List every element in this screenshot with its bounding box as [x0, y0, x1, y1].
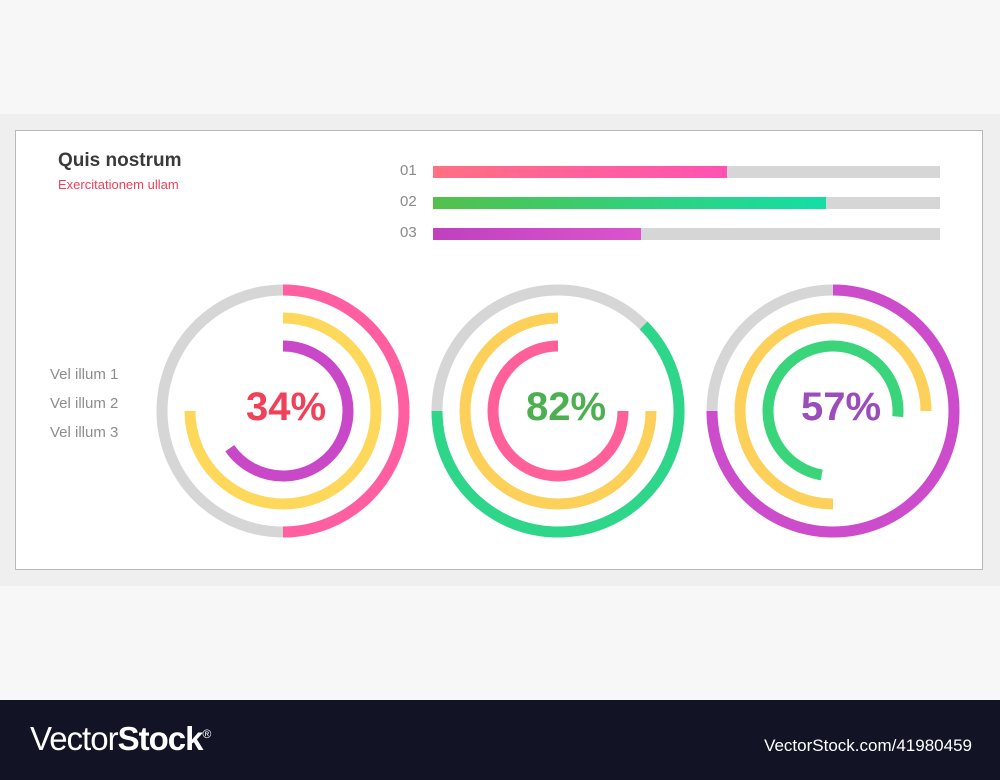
bar-fill: [433, 228, 641, 240]
bar-track: [433, 197, 940, 209]
donut-1-value: 34%: [245, 385, 327, 429]
donut-ring: [487, 340, 629, 482]
donut-3-value: 57%: [800, 385, 882, 429]
donut-ring: [184, 312, 382, 510]
bar-label: 01: [400, 162, 417, 179]
bar-fill: [433, 197, 826, 209]
donut-ring: [459, 312, 657, 510]
progress-bar-03: 03: [400, 224, 945, 241]
progress-bar-01: 01: [400, 162, 945, 179]
donut-ring: [706, 284, 960, 538]
donut-ring: [225, 340, 354, 482]
brand-logo: VectorStock®: [30, 720, 211, 757]
progress-bar-02: 02: [400, 193, 945, 210]
page-title: Quis nostrum: [58, 150, 182, 171]
bar-label: 03: [400, 224, 417, 241]
bar-track: [433, 228, 940, 240]
donut-ring: [431, 321, 685, 538]
donut-ring: [282, 284, 410, 538]
legend-item-1: Vel illum 1: [50, 366, 119, 383]
legend-item-2: Vel illum 2: [50, 395, 119, 412]
page-subtitle: Exercitationem ullam: [58, 177, 179, 192]
donut-2-value: 82%: [525, 385, 607, 429]
donut-ring: [734, 312, 932, 510]
bar-track: [433, 166, 940, 178]
donut-charts: [156, 284, 960, 538]
footer-url: VectorStock.com/41980459: [764, 736, 972, 755]
legend-item-3: Vel illum 3: [50, 424, 119, 441]
donut-ring: [762, 340, 904, 481]
bar-fill: [433, 166, 728, 178]
bar-label: 02: [400, 193, 417, 210]
footer-bar: VectorStock® VectorStock.com/41980459: [0, 700, 1000, 780]
